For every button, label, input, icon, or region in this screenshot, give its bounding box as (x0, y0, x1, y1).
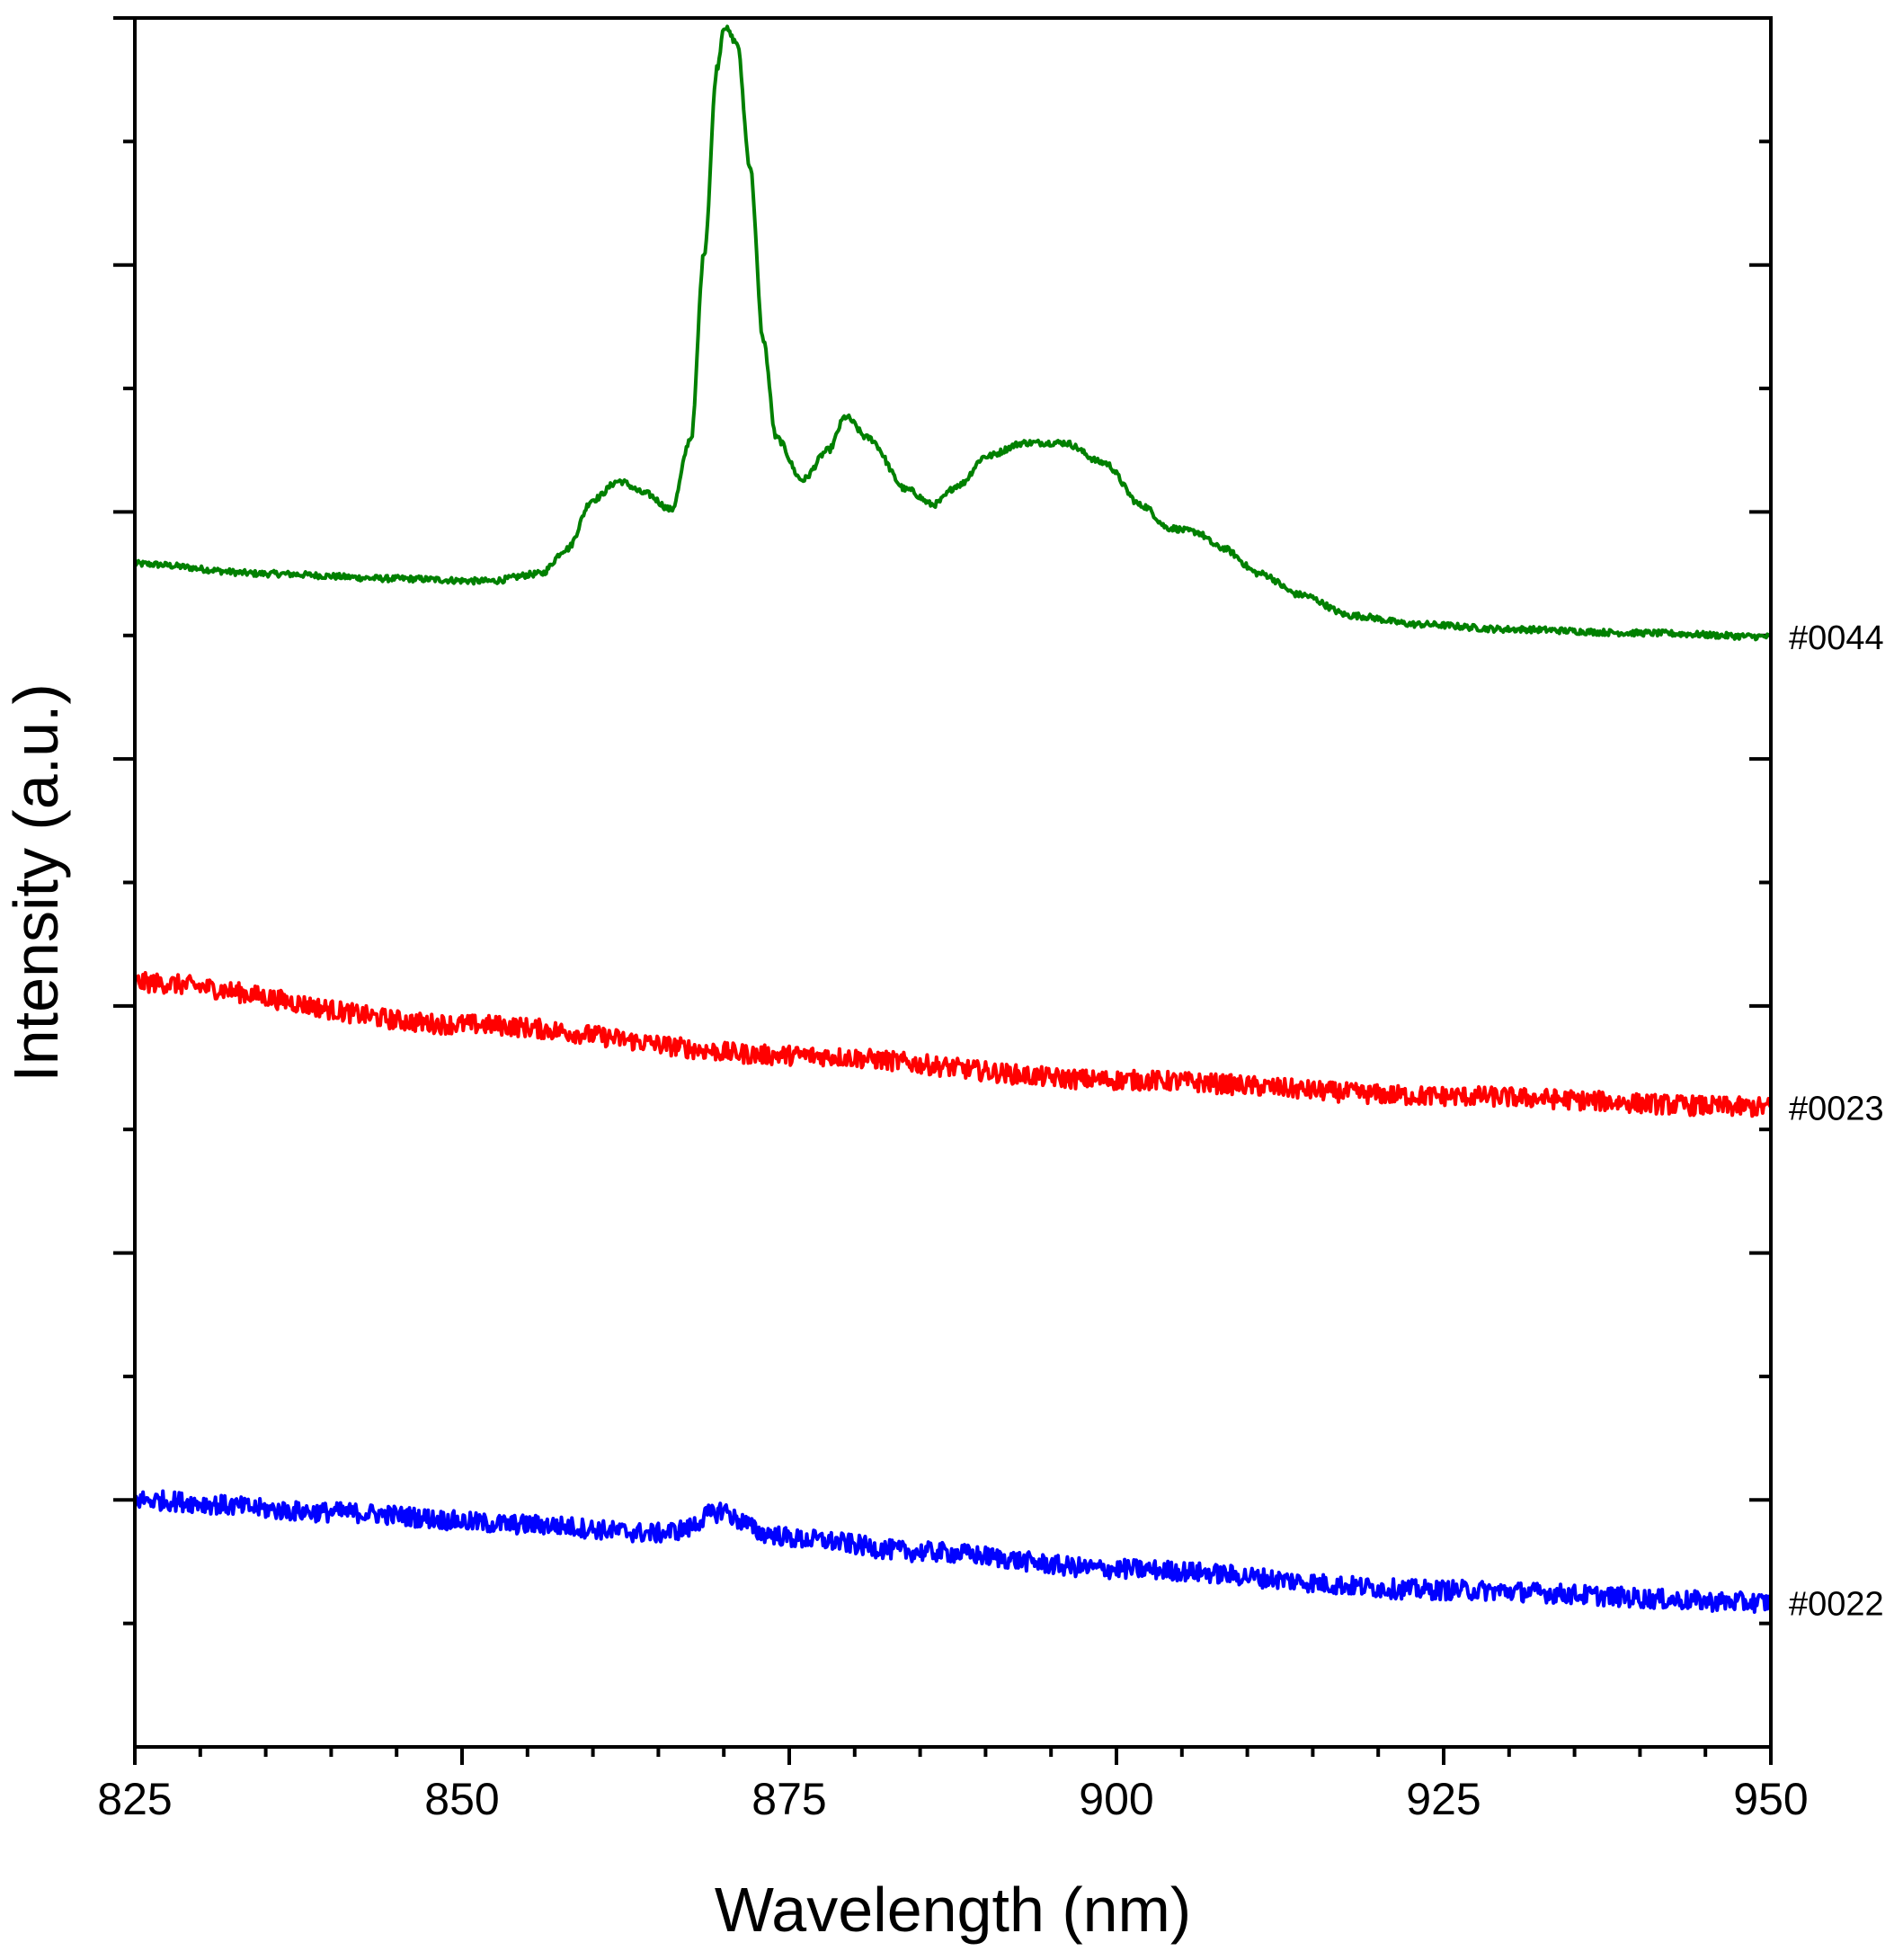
x-tick-label: 875 (751, 1774, 826, 1824)
x-tick-labels: 825 850 875 900 925 950 (97, 1774, 1808, 1824)
series-lines (133, 24, 1773, 1614)
series-label: #0022 (1789, 1585, 1884, 1623)
series-label: #0044 (1789, 619, 1884, 657)
x-tick-label: 925 (1406, 1774, 1481, 1824)
series-line (133, 971, 1773, 1118)
x-axis-title: Wavelength (nm) (715, 1875, 1191, 1945)
axis-ticks (113, 16, 1773, 1765)
series-line (133, 24, 1772, 642)
x-tick-label: 825 (97, 1774, 172, 1824)
series-label: #0023 (1789, 1090, 1884, 1127)
x-tick-label: 850 (424, 1774, 499, 1824)
series-line (133, 1489, 1773, 1614)
x-tick-label: 950 (1733, 1774, 1808, 1824)
y-axis-title: Intensity (a.u.) (1, 683, 71, 1082)
x-tick-label: 900 (1079, 1774, 1153, 1824)
plot-frame (133, 16, 1773, 1749)
series-labels: #0044 #0023 #0022 (1789, 619, 1884, 1623)
